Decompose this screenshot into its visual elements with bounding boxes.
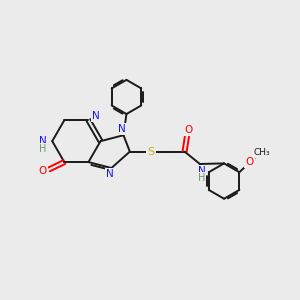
Text: N: N — [92, 111, 100, 121]
Text: CH₃: CH₃ — [254, 148, 270, 157]
Text: H: H — [198, 173, 205, 183]
Text: N: N — [106, 169, 114, 179]
Text: O: O — [38, 166, 47, 176]
Text: H: H — [39, 144, 46, 154]
Text: N: N — [118, 124, 126, 134]
Text: N: N — [197, 166, 205, 176]
Text: N: N — [39, 136, 47, 146]
Text: O: O — [245, 157, 254, 167]
Text: S: S — [148, 147, 154, 157]
Text: O: O — [184, 125, 192, 135]
